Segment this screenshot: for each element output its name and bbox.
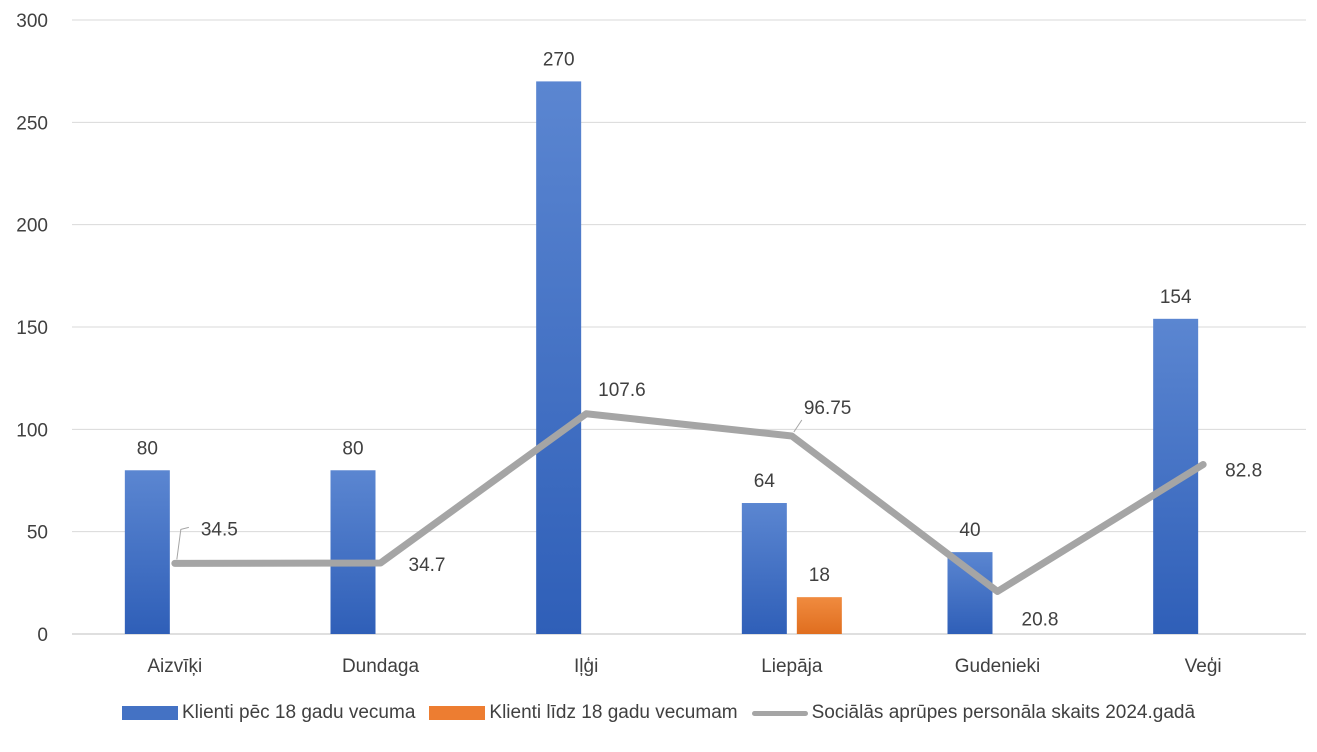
bar-data-label: 64: [754, 471, 776, 492]
legend-swatch-minor-clients: [429, 706, 486, 720]
bar-data-label: 18: [809, 565, 830, 586]
bar-data-label: 80: [137, 438, 158, 459]
chart-plot: 0 50 100 150 200 250 300 Aizvīķi Dundaga Iļģi Liep…: [16, 11, 1306, 677]
legend-label-staff-count: Sociālās aprūpes personāla skaits 2024.g…: [811, 702, 1196, 723]
line-data-label: 96.75: [804, 398, 852, 419]
line-data-label: 34.7: [409, 555, 446, 576]
x-tick-label: Gudenieki: [955, 656, 1041, 677]
legend-swatch-staff-count: [751, 710, 808, 716]
bar: [330, 470, 376, 634]
bar-data-label: 40: [959, 520, 980, 541]
y-tick-label: 100: [16, 420, 48, 441]
line-data-label: 82.8: [1225, 461, 1262, 482]
bar: [1153, 318, 1199, 634]
x-tick-label: Aizvīķi: [147, 656, 202, 677]
bar: [124, 470, 170, 634]
x-tick-label: Liepāja: [761, 656, 823, 677]
y-tick-label: 300: [16, 11, 48, 32]
x-tick-label: Dundaga: [342, 656, 420, 677]
y-tick-label: 150: [16, 318, 48, 339]
y-tick-label: 250: [16, 113, 48, 134]
x-tick-label: Veģi: [1185, 656, 1222, 677]
y-tick-label: 50: [27, 523, 48, 544]
bar-data-label: 154: [1160, 287, 1192, 308]
legend-swatch-adult-clients: [121, 706, 178, 720]
legend: Klienti pēc 18 gadu vecuma Klienti līdz …: [0, 702, 1317, 724]
y-tick-label: 0: [37, 625, 48, 646]
y-tick-label: 200: [16, 216, 48, 237]
line-data-label: 34.5: [201, 519, 238, 540]
x-tick-label: Iļģi: [574, 656, 598, 677]
legend-item-minor-clients: Klienti līdz 18 gadu vecumam: [429, 702, 738, 724]
legend-item-adult-clients: Klienti pēc 18 gadu vecuma: [121, 702, 416, 724]
bar-data-label: 80: [342, 438, 363, 459]
legend-label-adult-clients: Klienti pēc 18 gadu vecuma: [181, 702, 416, 723]
bar-data-label: 270: [543, 49, 575, 70]
line-data-label: 107.6: [598, 380, 646, 401]
bar: [536, 81, 582, 634]
leader-line: [793, 419, 803, 433]
leader-line: [176, 526, 189, 560]
legend-item-staff-count: Sociālās aprūpes personāla skaits 2024.g…: [751, 702, 1196, 724]
line-data-label: 20.8: [1022, 609, 1059, 630]
legend-label-minor-clients: Klienti līdz 18 gadu vecumam: [489, 702, 738, 723]
staff-count-line: [171, 410, 1207, 595]
bar: [947, 552, 993, 634]
bar: [796, 597, 842, 634]
bar: [741, 503, 787, 634]
